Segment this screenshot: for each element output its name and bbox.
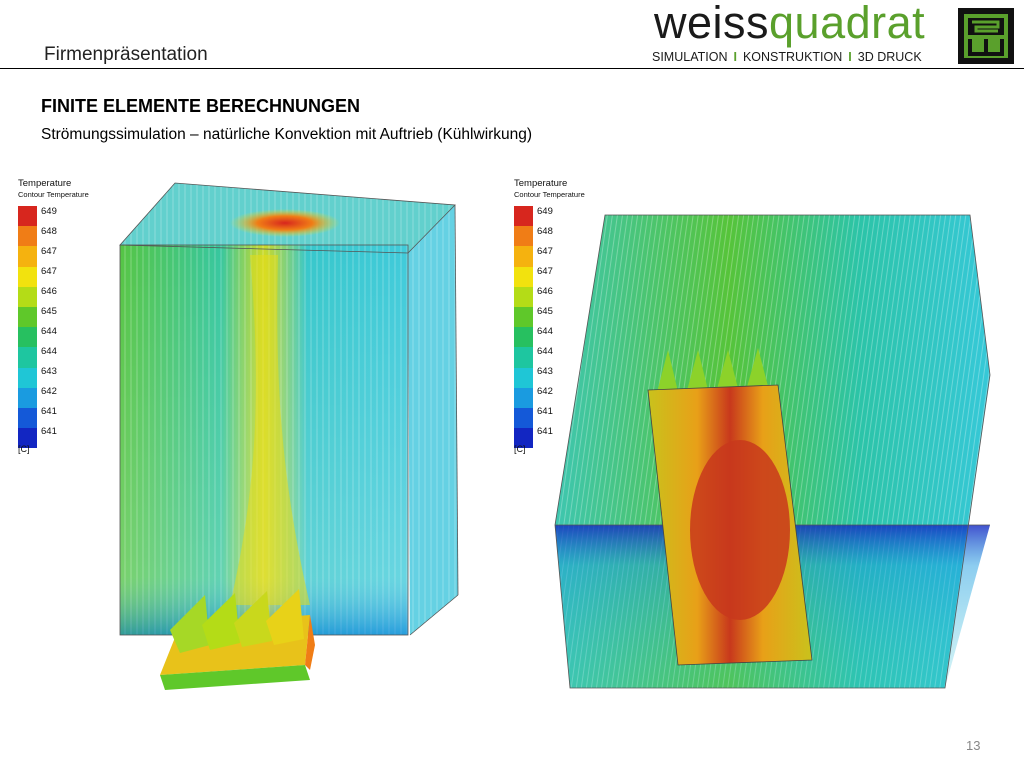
legend-tick: 642 bbox=[537, 386, 553, 397]
tagline-item: KONSTRUKTION bbox=[742, 50, 843, 64]
legend-tick: 644 bbox=[537, 346, 553, 357]
legend-swatch bbox=[514, 407, 533, 429]
legend-tick: 645 bbox=[41, 306, 57, 317]
legend-tick: 644 bbox=[537, 326, 553, 337]
brand-word-quadrat: quadrat bbox=[769, 0, 926, 48]
legend-colorbar bbox=[18, 206, 37, 449]
legend-tick: 644 bbox=[41, 346, 57, 357]
cfd-heatsink-streamlines-image bbox=[119, 182, 459, 690]
temperature-legend-right: Temperature Contour Temperature 649 648 … bbox=[514, 178, 624, 458]
brand-tagline: SIMULATION I KONSTRUKTION I 3D DRUCK bbox=[652, 50, 922, 64]
section-title: FINITE ELEMENTE BERECHNUNGEN bbox=[41, 96, 361, 116]
legend-colorbar bbox=[514, 206, 533, 449]
legend-title: Temperature bbox=[514, 178, 568, 189]
legend-swatch bbox=[18, 286, 37, 307]
legend-swatch bbox=[514, 347, 533, 368]
legend-tick: 641 bbox=[537, 426, 553, 437]
legend-tick: 647 bbox=[537, 266, 553, 277]
legend-tick: 643 bbox=[41, 366, 57, 377]
legend-swatch bbox=[514, 286, 533, 307]
legend-tick: 643 bbox=[537, 366, 553, 377]
presentation-title: Firmenpräsentation bbox=[44, 44, 208, 65]
legend-unit: [C] bbox=[18, 444, 30, 454]
legend-swatch bbox=[514, 367, 533, 388]
cfd-heatsink-section-image bbox=[554, 214, 991, 689]
tagline-item: 3D DRUCK bbox=[857, 50, 922, 64]
header-divider bbox=[0, 68, 1024, 69]
legend-tick: 649 bbox=[41, 206, 57, 217]
brand-word-weiss: weiss bbox=[654, 0, 770, 48]
legend-tick: 647 bbox=[41, 266, 57, 277]
legend-tick: 649 bbox=[537, 206, 553, 217]
legend-subtitle: Contour Temperature bbox=[18, 190, 89, 199]
legend-tick: 647 bbox=[41, 246, 57, 257]
legend-tick: 646 bbox=[41, 286, 57, 297]
legend-subtitle: Contour Temperature bbox=[514, 190, 585, 199]
legend-swatch bbox=[18, 367, 37, 388]
legend-swatch bbox=[18, 246, 37, 267]
brand-wordmark: weissquadrat bbox=[654, 0, 925, 46]
weissquadrat-logo-icon bbox=[958, 8, 1014, 64]
legend-swatch bbox=[514, 327, 533, 348]
legend-tick: 644 bbox=[41, 326, 57, 337]
legend-tick: 641 bbox=[41, 426, 57, 437]
legend-swatch bbox=[514, 387, 533, 408]
page-number: 13 bbox=[966, 738, 981, 753]
tagline-separator: I bbox=[733, 50, 737, 64]
legend-tick: 641 bbox=[537, 406, 553, 417]
legend-swatch bbox=[18, 387, 37, 408]
legend-swatch bbox=[18, 266, 37, 287]
tagline-item: SIMULATION bbox=[652, 50, 728, 64]
legend-title: Temperature bbox=[18, 178, 72, 189]
legend-swatch bbox=[18, 226, 37, 247]
legend-swatch bbox=[18, 428, 37, 449]
legend-tick: 648 bbox=[537, 226, 553, 237]
legend-swatch bbox=[514, 306, 533, 328]
legend-tick: 647 bbox=[537, 246, 553, 257]
legend-swatch bbox=[18, 306, 37, 328]
legend-tick: 646 bbox=[537, 286, 553, 297]
legend-swatch bbox=[18, 407, 37, 429]
tagline-separator: I bbox=[848, 50, 852, 64]
legend-swatch bbox=[18, 347, 37, 368]
legend-swatch bbox=[514, 266, 533, 287]
legend-tick: 641 bbox=[41, 406, 57, 417]
legend-tick: 645 bbox=[537, 306, 553, 317]
section-subtitle: Strömungssimulation – natürliche Konvekt… bbox=[41, 126, 533, 143]
legend-tick: 648 bbox=[41, 226, 57, 237]
temperature-legend-left: Temperature Contour Temperature 649 648 … bbox=[18, 178, 128, 458]
legend-unit: [C] bbox=[514, 444, 526, 454]
legend-tick: 642 bbox=[41, 386, 57, 397]
legend-swatch bbox=[514, 246, 533, 267]
legend-swatch bbox=[514, 428, 533, 449]
legend-swatch bbox=[514, 206, 533, 227]
legend-swatch bbox=[18, 206, 37, 227]
legend-swatch bbox=[514, 226, 533, 247]
legend-swatch bbox=[18, 327, 37, 348]
